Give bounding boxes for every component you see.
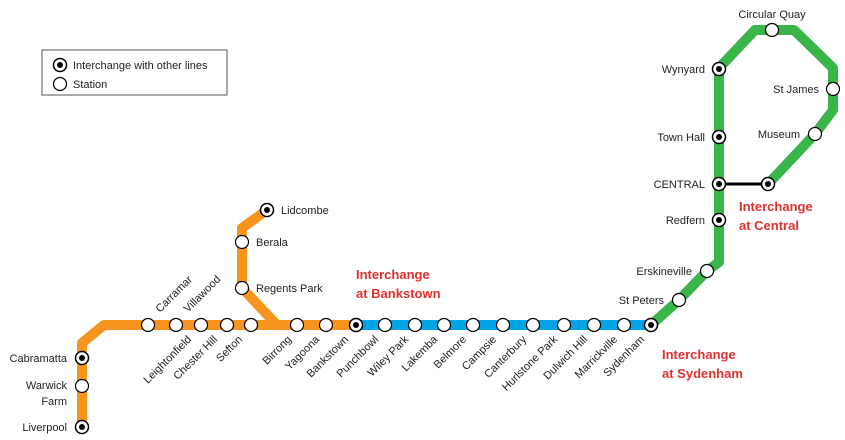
station-lidcombe-interchange-dot [264,207,270,213]
station-redfern-label: Redfern [666,215,705,227]
station-museum-label: Museum [758,129,800,141]
station-wiley-park-marker[interactable] [407,317,423,333]
station-central-label: CENTRAL [654,179,705,191]
station-warwick-farm-label-line2: Farm [41,396,67,408]
station-regents-park-marker[interactable] [234,280,250,296]
station-liverpool-label: Liverpool [22,422,67,434]
callout-bankstown-line2: at Bankstown [356,286,441,301]
legend-interchange-label: Interchange with other lines [73,60,208,72]
station-town-hall-label: Town Hall [657,132,705,144]
station-warwick-farm-label-line1: Warwick [26,380,68,392]
legend: Interchange with other lines Station [41,49,228,96]
station-chester-hill-marker[interactable] [219,317,235,333]
station-museum-marker[interactable] [807,126,823,142]
station-villawood-marker[interactable] [168,317,184,333]
callout-central-line2: at Central [739,218,799,233]
station-st-peters-label: St Peters [619,295,665,307]
station-cabramatta-label: Cabramatta [10,353,68,365]
station-circular-quay-marker[interactable] [764,22,780,38]
station-campsie-marker[interactable] [495,317,511,333]
station-town-hall-interchange-dot [716,134,722,140]
legend-station-icon [52,76,68,92]
station-st-james-marker[interactable] [825,81,841,97]
station-lidcombe-label: Lidcombe [281,205,329,217]
station-erskineville-label: Erskineville [636,266,692,278]
station-berala-label: Berala [256,237,289,249]
legend-interchange-dot [57,62,63,68]
station-st-james-label: St James [773,84,819,96]
station-punchbowl-marker[interactable] [377,317,393,333]
station-sydenham-interchange-dot [648,322,654,328]
station-carramar-marker[interactable] [140,317,156,333]
callout-central-line1: Interchange [739,199,813,214]
station-birrong-marker[interactable] [289,317,305,333]
lidcombe-branch [237,205,282,330]
callout-sydenham-line2: at Sydenham [662,366,743,381]
station-st-peters-marker[interactable] [671,292,687,308]
station-wynyard-label: Wynyard [662,64,705,76]
station-berala-marker[interactable] [234,234,250,250]
station-central-interchange-dot [716,181,722,187]
station-wynyard-interchange-dot [716,66,722,72]
station-warwick-farm-marker[interactable] [74,378,90,394]
callout-bankstown-line1: Interchange [356,267,430,282]
station-liverpool-interchange-dot [79,424,85,430]
station-cabramatta-interchange-dot [79,355,85,361]
station-erskineville-marker[interactable] [699,263,715,279]
legend-station-label: Station [73,79,107,91]
city-circle-line [646,25,838,330]
station-sefton-marker[interactable] [243,317,259,333]
station-marrickville-marker[interactable] [616,317,632,333]
station-bankstown-interchange-dot [353,322,359,328]
station-circular-quay-label: Circular Quay [738,9,806,21]
callout-sydenham-line1: Interchange [662,347,736,362]
station-redfern-interchange-dot [716,217,722,223]
station-canterbury-marker[interactable] [525,317,541,333]
station-regents-park-label: Regents Park [256,283,323,295]
station-yagoona-marker[interactable] [318,317,334,333]
station-sefton-label: Sefton [214,334,245,365]
legend-box [41,49,228,96]
station-central-east-interchange-dot [765,181,771,187]
station-hurlstone-park-marker[interactable] [556,317,572,333]
station-belmore-marker[interactable] [465,317,481,333]
station-dulwich-hill-marker[interactable] [586,317,602,333]
station-leightonfield-marker[interactable] [193,317,209,333]
station-lakemba-marker[interactable] [436,317,452,333]
